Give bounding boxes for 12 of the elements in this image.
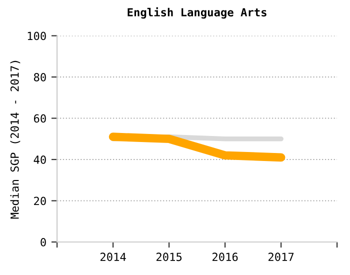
chart-title: English Language Arts: [128, 7, 266, 19]
y-tick-label: 0: [40, 238, 46, 246]
y-axis-title: Median SGP (2014 - 2017): [10, 60, 20, 219]
y-tick-label: 100: [28, 32, 46, 40]
y-tick-label: 20: [34, 196, 46, 206]
x-tick-label: 2016: [212, 252, 238, 262]
x-tick-label: 2014: [100, 252, 126, 262]
x-tick-label: 2017: [268, 252, 294, 262]
x-tick-label: 2015: [156, 252, 182, 262]
y-tick-label: 80: [34, 73, 46, 82]
y-tick-label: 60: [34, 114, 46, 123]
y-tick-label: 40: [34, 156, 46, 164]
